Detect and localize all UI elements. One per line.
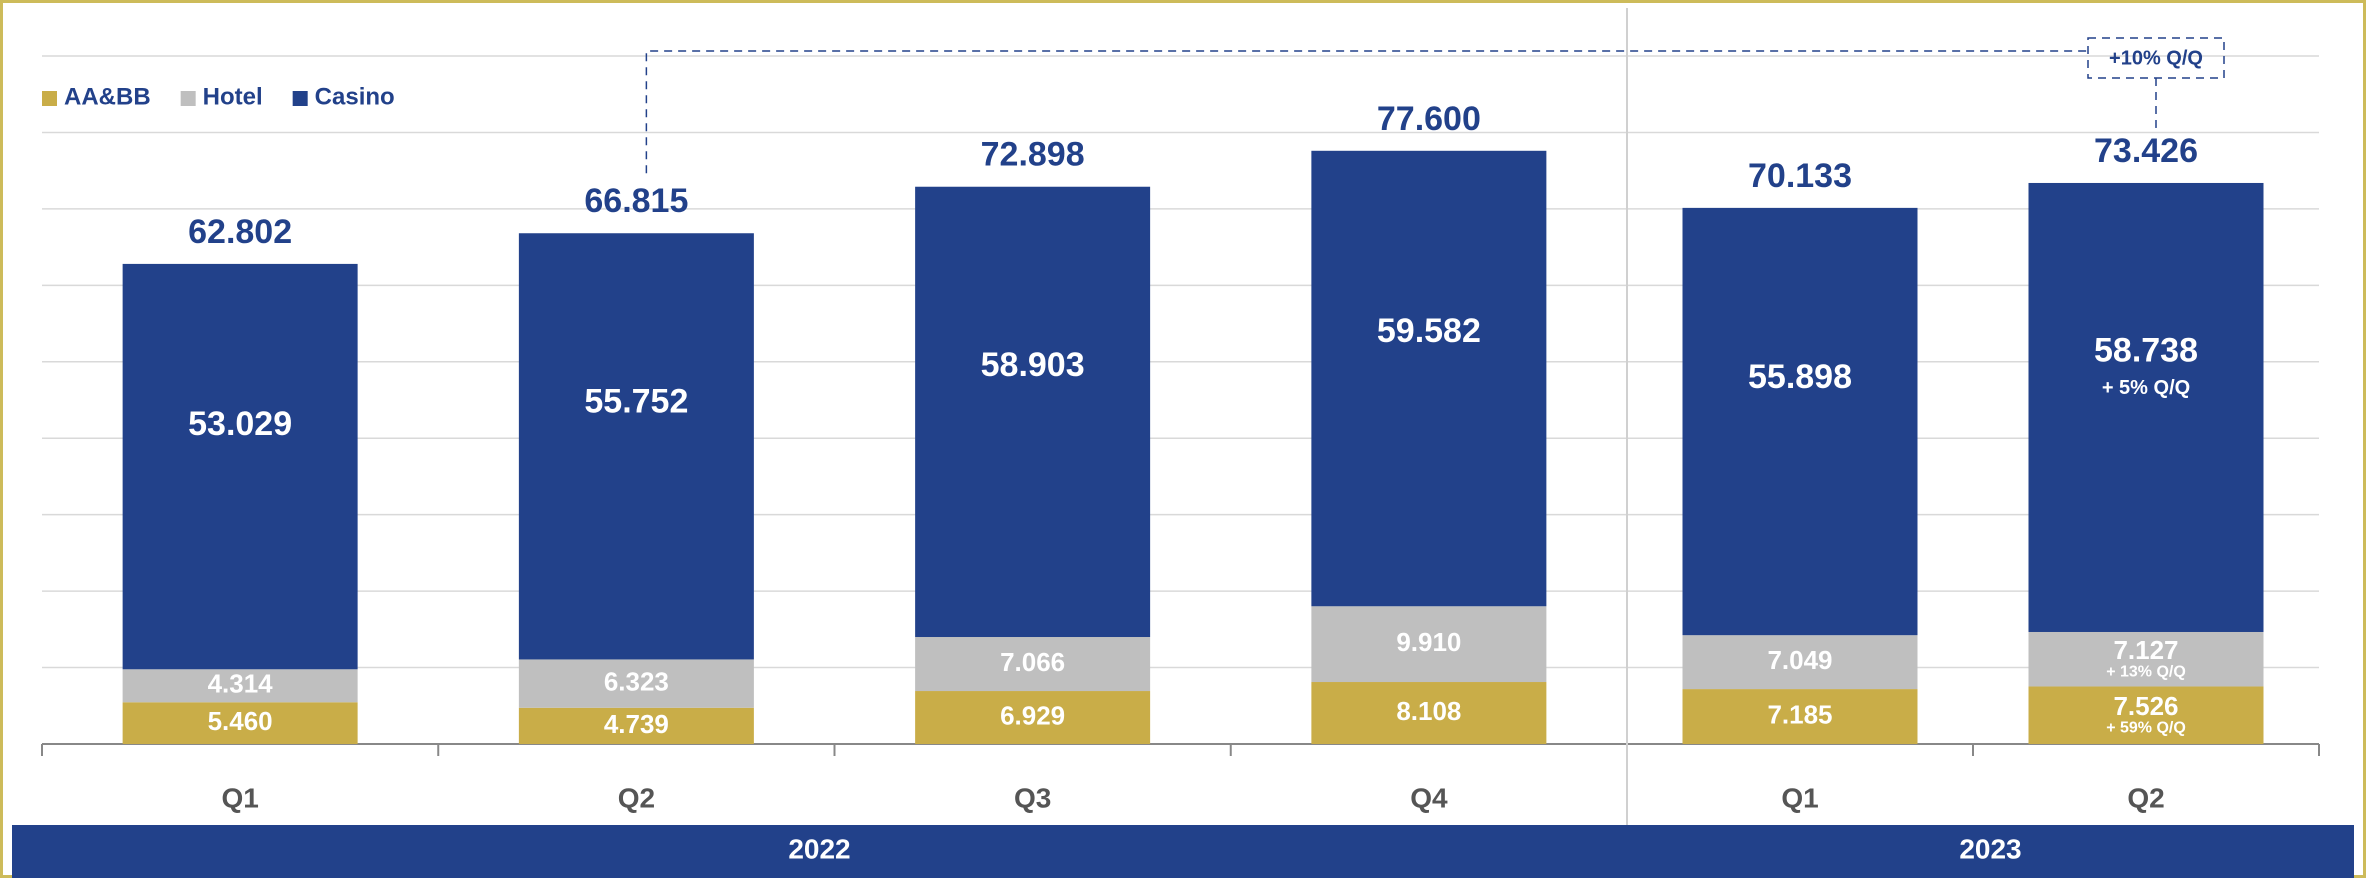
bar-segment xyxy=(122,669,358,703)
value-label: 58.738 xyxy=(2094,332,2198,370)
bar-segment xyxy=(1311,150,1547,607)
x-tick-label: Q3 xyxy=(1014,782,1051,813)
annotation: + 59% Q/Q xyxy=(2106,719,2186,736)
value-label: 7.526 xyxy=(2113,691,2178,721)
value-label: 4.739 xyxy=(604,709,669,739)
value-label: 7.049 xyxy=(1767,645,1832,675)
legend-swatch xyxy=(180,91,196,106)
bar-segment xyxy=(2028,631,2264,687)
annotation-connector xyxy=(645,50,2088,174)
total-label: 70.133 xyxy=(1748,157,1852,195)
x-tick-label: Q1 xyxy=(1781,782,1818,813)
value-label: 4.314 xyxy=(208,669,274,699)
bar-segment xyxy=(915,691,1151,744)
group-banner xyxy=(12,825,2354,878)
legend-label: AA&BB xyxy=(64,83,151,110)
bar-segment xyxy=(915,637,1151,692)
value-label: 6.929 xyxy=(1000,700,1065,730)
annotation: + 5% Q/Q xyxy=(2102,377,2190,399)
bar-segment xyxy=(2028,686,2264,744)
value-label: 55.752 xyxy=(584,383,688,421)
value-label: 59.582 xyxy=(1377,312,1481,350)
total-label: 66.815 xyxy=(584,182,688,220)
bar-segment xyxy=(122,263,358,670)
bar-segment xyxy=(518,233,754,660)
value-label: 53.029 xyxy=(188,405,292,443)
x-tick-label: Q2 xyxy=(618,782,655,813)
x-tick-label: Q1 xyxy=(221,782,258,813)
value-label: 7.127 xyxy=(2113,635,2178,665)
value-label: 5.460 xyxy=(208,706,273,736)
value-label: 55.898 xyxy=(1748,358,1852,396)
bar-segment xyxy=(915,186,1151,638)
bar-segment xyxy=(122,702,358,744)
legend-swatch xyxy=(42,91,57,106)
legend-label: Casino xyxy=(315,83,395,110)
value-label: 8.108 xyxy=(1396,696,1461,726)
annotation: +10% Q/Q xyxy=(2109,47,2203,69)
value-label: 58.903 xyxy=(981,346,1085,384)
bar-segment xyxy=(2028,182,2264,632)
total-label: 62.802 xyxy=(188,213,292,251)
total-label: 73.426 xyxy=(2094,132,2198,170)
x-tick-label: Q2 xyxy=(2127,782,2164,813)
total-label: 72.898 xyxy=(981,136,1085,174)
bar-segment xyxy=(1682,689,1918,744)
value-label: 7.185 xyxy=(1767,699,1832,729)
bar-segment xyxy=(1311,682,1547,744)
group-label: 2023 xyxy=(1959,833,2021,864)
value-label: 6.323 xyxy=(604,666,669,696)
bar-segment xyxy=(1682,635,1918,690)
legend-swatch xyxy=(292,91,308,106)
annotation: + 13% Q/Q xyxy=(2106,663,2186,680)
legend-label: Hotel xyxy=(203,83,263,110)
x-tick-label: Q4 xyxy=(1410,782,1448,813)
bar-segment xyxy=(1682,207,1918,636)
bar-segment xyxy=(518,707,754,744)
total-label: 77.600 xyxy=(1377,100,1481,138)
bar-segment xyxy=(518,659,754,708)
value-label: 7.066 xyxy=(1000,647,1065,677)
bar-segment xyxy=(1311,606,1547,683)
group-label: 2022 xyxy=(788,833,850,864)
value-label: 9.910 xyxy=(1396,627,1461,657)
